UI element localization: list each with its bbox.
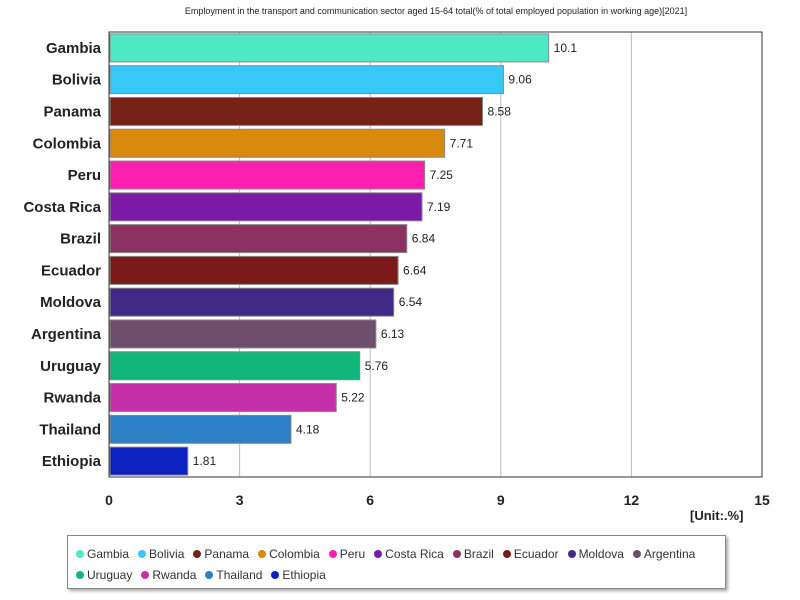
- value-label: 6.84: [412, 232, 436, 246]
- x-axis-ticks: 0 3 6 9 12 15: [105, 492, 770, 508]
- x-tick-label: 12: [624, 492, 640, 508]
- value-label: 7.25: [430, 168, 454, 182]
- legend-item: Colombia: [258, 543, 320, 564]
- value-label: 6.13: [381, 327, 405, 341]
- bar-ethiopia: [109, 446, 189, 476]
- category-label: Costa Rica: [23, 199, 101, 216]
- x-tick-label: 0: [105, 492, 113, 508]
- bar-colombia: [109, 128, 446, 158]
- legend-item: Costa Rica: [374, 543, 444, 564]
- legend-item: Ecuador: [502, 543, 559, 564]
- legend-item: Bolivia: [138, 543, 184, 564]
- category-label: Moldova: [40, 294, 101, 311]
- legend-item: Gambia: [76, 543, 129, 564]
- legend-item: Argentina: [632, 543, 696, 564]
- value-label: 1.81: [193, 454, 217, 468]
- chart-title: Employment in the transport and communic…: [184, 6, 688, 16]
- plot-area: [108, 31, 763, 478]
- legend-item: Moldova: [567, 543, 624, 564]
- bar-brazil: [109, 224, 408, 254]
- legend-label: Ecuador: [513, 546, 559, 561]
- category-label: Colombia: [33, 135, 102, 152]
- legend-item: Rwanda: [141, 564, 196, 585]
- value-label: 7.71: [450, 136, 474, 150]
- category-label: Argentina: [31, 326, 102, 343]
- legend-swatch: [258, 549, 267, 558]
- x-tick-label: 9: [497, 492, 505, 508]
- legend-swatch: [193, 549, 202, 558]
- x-tick-label: 6: [366, 492, 374, 508]
- category-label: Ethiopia: [42, 453, 102, 470]
- category-label: Bolivia: [52, 72, 102, 89]
- category-label: Uruguay: [40, 358, 102, 375]
- value-label: 5.76: [365, 359, 389, 373]
- legend-label: Peru: [339, 546, 366, 561]
- legend-swatch: [271, 570, 280, 579]
- legend-swatch: [328, 549, 337, 558]
- legend-swatch: [138, 549, 147, 558]
- value-label: 10.1: [554, 41, 578, 55]
- legend-item: Brazil: [452, 543, 494, 564]
- legend-swatch: [632, 549, 641, 558]
- legend-label: Ethiopia: [282, 567, 326, 582]
- legend-swatch: [76, 549, 84, 558]
- value-label: 8.58: [488, 104, 512, 118]
- legend: Gambia Bolivia Panama Colombia Peru Costa Ric…: [67, 535, 726, 589]
- legend-swatch: [76, 570, 84, 579]
- category-label: Ecuador: [41, 262, 101, 279]
- category-label: Rwanda: [43, 390, 101, 407]
- value-label: 5.22: [341, 391, 365, 405]
- category-label: Panama: [43, 103, 101, 120]
- category-label: Thailand: [39, 421, 101, 438]
- legend-item: Thailand: [205, 564, 262, 585]
- bar-rwanda: [109, 383, 337, 413]
- x-tick-label: 15: [754, 492, 770, 508]
- bars: Gambia 10.1 Bolivia 9.06 Panama 8.58 Colombia 7…: [23, 33, 578, 476]
- legend-label: Moldova: [578, 546, 624, 561]
- unit-label: [Unit:.%]: [690, 508, 744, 523]
- legend-label: Panama: [204, 546, 250, 561]
- category-label: Gambia: [46, 40, 102, 57]
- legend-label: Gambia: [87, 546, 130, 561]
- bar-moldova: [109, 287, 395, 317]
- legend-swatch: [141, 570, 150, 579]
- legend-label: Uruguay: [87, 567, 133, 582]
- value-label: 6.64: [403, 263, 427, 277]
- value-label: 6.54: [399, 295, 423, 309]
- legend-item: Panama: [193, 543, 249, 564]
- bar-bolivia: [109, 65, 504, 95]
- bar-argentina: [109, 319, 377, 349]
- legend-label: Costa Rica: [385, 546, 444, 561]
- category-label: Brazil: [60, 231, 101, 248]
- legend-label: Bolivia: [149, 546, 185, 561]
- bar-gambia: [109, 33, 550, 63]
- bar-costa-rica: [109, 192, 423, 222]
- bar-uruguay: [109, 351, 361, 381]
- bar-ecuador: [109, 255, 399, 285]
- legend-swatch: [502, 549, 511, 558]
- legend-item: Peru: [328, 543, 366, 564]
- legend-label: Colombia: [269, 546, 320, 561]
- legend-label: Thailand: [216, 567, 263, 582]
- value-label: 9.06: [508, 73, 532, 87]
- bar-peru: [109, 160, 426, 190]
- x-tick-label: 3: [236, 492, 244, 508]
- value-label: 7.19: [427, 200, 451, 214]
- legend-swatch: [452, 549, 461, 558]
- bar-chart: Gambia 10.1 Bolivia 9.06 Panama 8.58 Colombia 7…: [23, 31, 770, 508]
- legend-label: Brazil: [463, 546, 494, 561]
- legend-item: Uruguay: [76, 564, 132, 585]
- bar-panama: [109, 96, 484, 126]
- category-label: Peru: [68, 167, 101, 184]
- legend-label: Argentina: [643, 546, 696, 561]
- legend-swatch: [567, 549, 576, 558]
- bar-thailand: [109, 414, 292, 444]
- legend-swatch: [374, 549, 383, 558]
- legend-swatch: [205, 570, 214, 579]
- legend-label: Rwanda: [152, 567, 197, 582]
- value-label: 4.18: [296, 422, 320, 436]
- legend-item: Ethiopia: [271, 564, 326, 585]
